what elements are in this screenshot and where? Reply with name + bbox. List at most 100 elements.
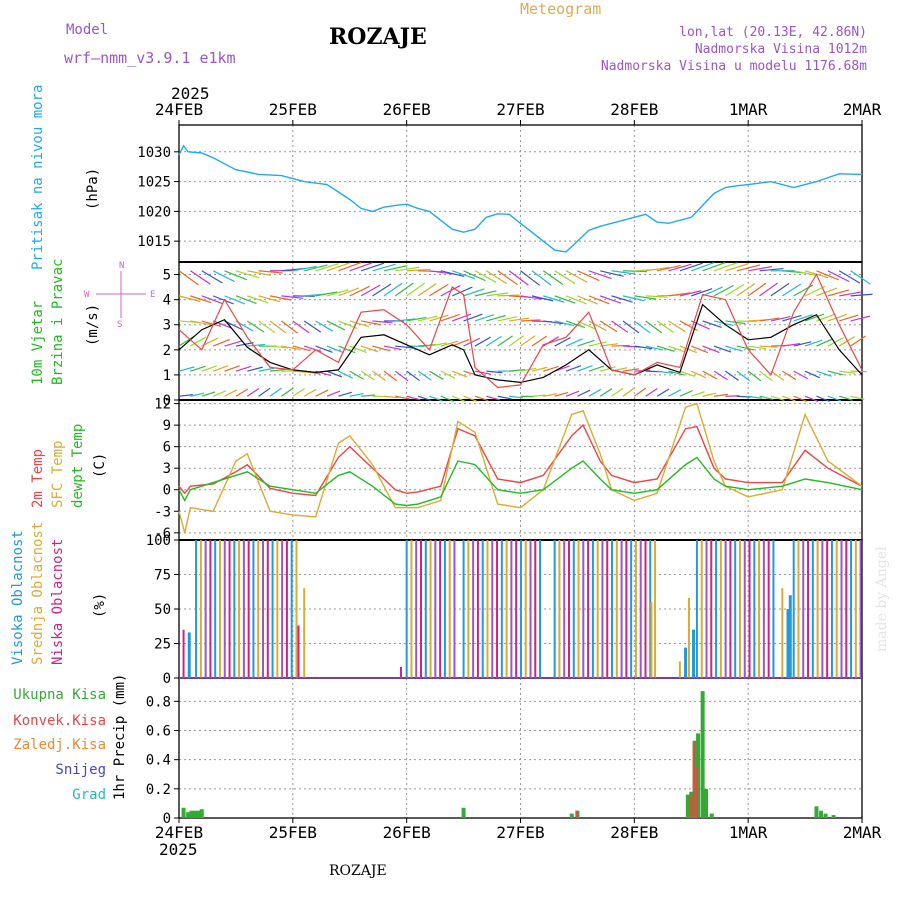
- wind-arrow: [338, 345, 356, 354]
- wind-arrow: [611, 387, 624, 397]
- wind-arrow: [360, 284, 381, 297]
- precip-bar-total: [823, 813, 828, 818]
- wind-arrow: [338, 370, 353, 379]
- wind-arrow: [474, 314, 495, 322]
- wind-arrow: [212, 320, 233, 329]
- wind-arrow: [463, 313, 483, 322]
- wind-arrow: [406, 282, 425, 297]
- wind-arrow: [713, 262, 737, 272]
- wind-arrow: [212, 338, 231, 347]
- wind-axis-label-1: 10m Vjetar: [30, 301, 46, 385]
- wind-speed-line: [178, 303, 863, 384]
- precip-bar-total: [569, 813, 574, 818]
- plot-area: 1015102010251030012345-6-303691202550751…: [137, 100, 881, 842]
- wind-arrow: [304, 264, 328, 272]
- y-tick-label: 100: [146, 533, 171, 549]
- x-tick-label-top: 27FEB: [496, 100, 544, 119]
- y-tick-label: 1030: [137, 145, 171, 161]
- wind-arrow: [406, 370, 420, 382]
- precip-bar-total: [192, 810, 197, 818]
- wind-arrow: [633, 320, 651, 334]
- wind-arrow: [451, 395, 466, 402]
- wind-arrow: [543, 320, 564, 325]
- wind-arrow: [349, 285, 370, 297]
- wind-arrow: [656, 345, 675, 352]
- wind-arrow: [235, 295, 257, 305]
- y-tick-label: 0: [163, 483, 171, 499]
- wind-arrow: [577, 320, 596, 330]
- wind-arrow: [429, 283, 449, 297]
- y-tick-label: 0.2: [146, 782, 171, 798]
- wind-arrow: [554, 270, 576, 285]
- wind-arrow: [599, 295, 622, 304]
- wind-arrow: [542, 270, 564, 286]
- wind-arrow: [554, 391, 569, 397]
- wind-arrow: [349, 370, 364, 380]
- wind-arrow: [804, 370, 820, 379]
- wind-arrow: [543, 365, 559, 372]
- wind-arrow: [281, 345, 300, 350]
- wind-arrow: [588, 341, 607, 347]
- temp2m-label: 2m Temp: [30, 449, 46, 508]
- legend-total-precip: Ukupna Kisa: [13, 687, 106, 703]
- wind-arrow: [258, 320, 276, 334]
- wind-arrow: [668, 263, 692, 272]
- wind-arrow: [463, 288, 485, 297]
- wind-arrow: [520, 319, 541, 322]
- wind-arrow: [509, 317, 529, 322]
- wind-arrow: [270, 345, 289, 349]
- wind-arrow: [611, 270, 636, 275]
- wind-arrow: [394, 370, 409, 382]
- wind-arrow: [338, 391, 352, 397]
- wind-arrow: [816, 370, 832, 377]
- wind-arrow: [258, 295, 281, 303]
- wind-arrow: [406, 268, 431, 272]
- wind-arrow: [440, 370, 456, 379]
- wind-arrow: [247, 270, 271, 276]
- wind-arrow: [668, 370, 685, 376]
- wind-arrow: [657, 370, 674, 374]
- wind-arrow: [212, 295, 234, 305]
- y-tick-label: 0.4: [146, 753, 171, 769]
- wind-axis-label-2: Brzina i Pravac: [50, 259, 66, 385]
- wind-arrow: [747, 282, 767, 297]
- wind-arrow: [748, 345, 767, 350]
- wind-arrow: [372, 283, 392, 297]
- wind-arrow: [451, 313, 472, 322]
- precip-bar-convective: [692, 742, 695, 818]
- wind-arrow: [838, 336, 855, 347]
- wind-arrow: [782, 343, 801, 347]
- wind-arrow: [361, 320, 381, 326]
- wind-arrow: [417, 283, 437, 297]
- wind-arrow: [372, 263, 396, 272]
- wind-arrow: [315, 291, 338, 297]
- wind-arrow: [622, 387, 635, 397]
- wind-arrow: [656, 264, 681, 272]
- y-tick-label: 75: [154, 568, 171, 584]
- wind-arrow: [531, 270, 552, 286]
- wind-arrow: [292, 388, 305, 397]
- wind-arrow: [531, 366, 548, 372]
- wind-arrow: [565, 270, 588, 283]
- wind-arrow: [360, 345, 379, 353]
- wind-arrow: [315, 320, 334, 332]
- wind-arrow: [804, 285, 826, 297]
- wind-arrow: [827, 289, 850, 297]
- y-tick-label: 5: [163, 268, 171, 284]
- y-tick-label: 9: [163, 418, 171, 434]
- wind-arrow: [668, 345, 686, 353]
- wind-arrow: [224, 340, 242, 347]
- wind-arrow: [247, 366, 263, 372]
- y-tick-label: -3: [154, 504, 171, 520]
- wind-arrow: [759, 267, 784, 272]
- wind-arrow: [270, 368, 287, 372]
- wind-arrow: [326, 289, 349, 297]
- wind-arrow: [349, 320, 370, 328]
- wind-arrow: [508, 335, 525, 347]
- wind-arrow: [258, 270, 283, 274]
- wind-arrow: [713, 393, 728, 397]
- x-tick-label-top: 28FEB: [610, 100, 658, 119]
- wind-arrow: [349, 392, 364, 397]
- pressure-unit: (hPa): [85, 168, 101, 210]
- wind-arrow: [816, 395, 830, 402]
